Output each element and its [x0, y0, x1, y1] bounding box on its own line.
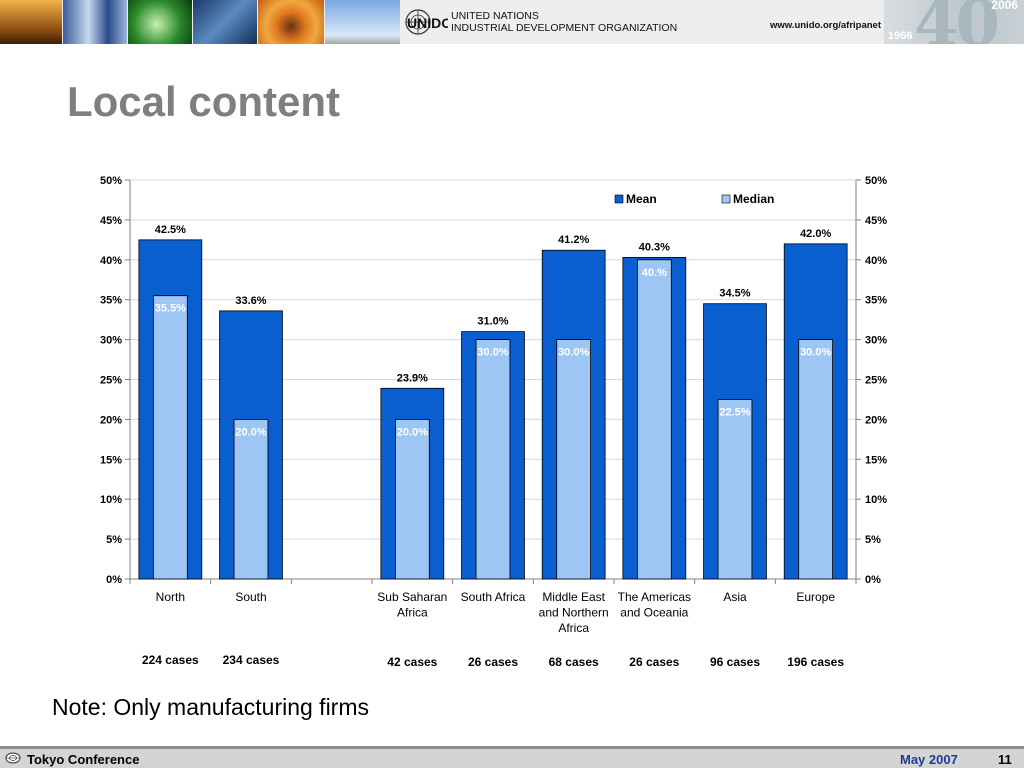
data-label-median: 30.0%: [558, 347, 589, 359]
y-tick-label-left: 30%: [100, 335, 122, 347]
org-line-1: UNITED NATIONS: [451, 10, 539, 22]
bar-median: [636, 259, 672, 580]
local-content-bar-chart: 0% 0% 5% 5% 10% 10% 15% 15% 20% 20% 25% 25% 30% 30% 35…: [100, 175, 887, 669]
anniversary-40: 40: [914, 0, 1000, 44]
x-category-label: Africa: [558, 621, 589, 635]
x-category-label: Africa: [397, 606, 428, 620]
header-photo-wind-turbine: [325, 0, 400, 44]
legend-median-swatch: [721, 194, 731, 204]
header-photo-leaf: [128, 0, 192, 44]
case-count-label: 68 cases: [549, 655, 599, 669]
x-category-label: Middle East: [542, 590, 605, 604]
data-label-mean: 31.0%: [477, 316, 508, 328]
header-photo-sunflower: [258, 0, 324, 44]
footer-bar: Tokyo Conference May 2007 11: [0, 746, 1024, 768]
bar-median: [717, 399, 753, 580]
y-tick-label-right: 45%: [865, 215, 887, 227]
data-label-median: 30.0%: [477, 347, 508, 359]
case-count-label: 26 cases: [629, 655, 679, 669]
header-photo-test-tubes: [63, 0, 127, 44]
data-label-mean: 40.3%: [639, 241, 670, 253]
header-photo-blue: [193, 0, 257, 44]
slide-title: Local content: [67, 78, 341, 125]
org-line-2: INDUSTRIAL DEVELOPMENT ORGANIZATION: [451, 22, 678, 34]
y-tick-label-left: 10%: [100, 494, 122, 506]
legend-mean-swatch: [614, 194, 624, 204]
unido-logo-text: UNIDO: [407, 15, 448, 31]
case-count-label: 234 cases: [223, 653, 280, 667]
case-count-label: 96 cases: [710, 655, 760, 669]
x-category-label: North: [156, 590, 185, 604]
bar-median: [152, 295, 188, 580]
y-tick-label-left: 40%: [100, 255, 122, 267]
y-tick-label-right: 20%: [865, 414, 887, 426]
header-photo-silhouette: [0, 0, 62, 44]
y-tick-label-right: 40%: [865, 255, 887, 267]
x-category-label: and Northern: [539, 606, 609, 620]
x-category-label: and Oceania: [620, 606, 688, 620]
data-label-median: 20.0%: [397, 426, 428, 438]
footer-conference: Tokyo Conference: [27, 752, 140, 767]
y-tick-label-right: 25%: [865, 375, 887, 387]
data-label-median: 40.%: [642, 267, 667, 279]
y-tick-label-right: 35%: [865, 295, 887, 307]
header-banner: UNIDO UNITED NATIONS INDUSTRIAL DEVELOPM…: [0, 0, 1024, 44]
footer-un-emblem-icon: [5, 752, 21, 764]
legend-median-label: Median: [733, 192, 774, 206]
y-tick-label-right: 0%: [865, 574, 881, 586]
bar-median: [233, 418, 269, 580]
y-tick-label-right: 50%: [865, 175, 887, 187]
bar-median: [556, 339, 592, 580]
data-label-mean: 33.6%: [235, 295, 266, 307]
x-category-label: Asia: [723, 590, 747, 604]
data-label-mean: 42.0%: [800, 228, 831, 240]
x-category-label: South Africa: [461, 590, 526, 604]
footer-page-number: 11: [998, 752, 1012, 767]
x-category-label: South: [235, 590, 266, 604]
unido-url[interactable]: www.unido.org/afripanet: [770, 20, 882, 31]
data-label-median: 30.0%: [800, 347, 831, 359]
data-label-mean: 34.5%: [719, 288, 750, 300]
case-count-label: 224 cases: [142, 653, 199, 667]
legend-mean-label: Mean: [626, 192, 657, 206]
y-tick-label-left: 25%: [100, 375, 122, 387]
y-tick-label-left: 50%: [100, 175, 122, 187]
y-tick-label-right: 10%: [865, 494, 887, 506]
anniversary-start-year: 1966: [888, 30, 913, 42]
data-label-mean: 42.5%: [155, 224, 186, 236]
y-tick-label-right: 30%: [865, 335, 887, 347]
case-count-label: 26 cases: [468, 655, 518, 669]
y-tick-label-right: 15%: [865, 454, 887, 466]
x-category-label: Sub Saharan: [377, 590, 447, 604]
y-tick-label-left: 0%: [106, 574, 122, 586]
data-label-mean: 41.2%: [558, 234, 589, 246]
data-label-median: 22.5%: [719, 406, 750, 418]
slide-note: Note: Only manufacturing firms: [52, 694, 370, 720]
case-count-label: 196 cases: [787, 655, 844, 669]
x-category-label: Europe: [796, 590, 835, 604]
bar-median: [798, 339, 834, 580]
data-label-mean: 23.9%: [397, 372, 428, 384]
y-tick-label-left: 45%: [100, 215, 122, 227]
case-count-label: 42 cases: [387, 655, 437, 669]
anniversary-end-year: 2006: [991, 0, 1018, 12]
anniversary-badge: 40 1966 2006: [884, 0, 1024, 44]
unido-org-name: UNITED NATIONS INDUSTRIAL DEVELOPMENT OR…: [451, 10, 677, 34]
footer-date: May 2007: [900, 752, 958, 767]
y-tick-label-left: 20%: [100, 414, 122, 426]
y-tick-label-left: 15%: [100, 454, 122, 466]
x-category-label: The Americas: [618, 590, 691, 604]
unido-logo-icon: UNIDO: [404, 5, 448, 39]
y-tick-label-left: 5%: [106, 534, 122, 546]
bar-median: [394, 418, 430, 580]
data-label-median: 35.5%: [155, 303, 186, 315]
y-tick-label-left: 35%: [100, 295, 122, 307]
bar-median: [475, 339, 511, 580]
data-label-median: 20.0%: [235, 426, 266, 438]
y-tick-label-right: 5%: [865, 534, 881, 546]
